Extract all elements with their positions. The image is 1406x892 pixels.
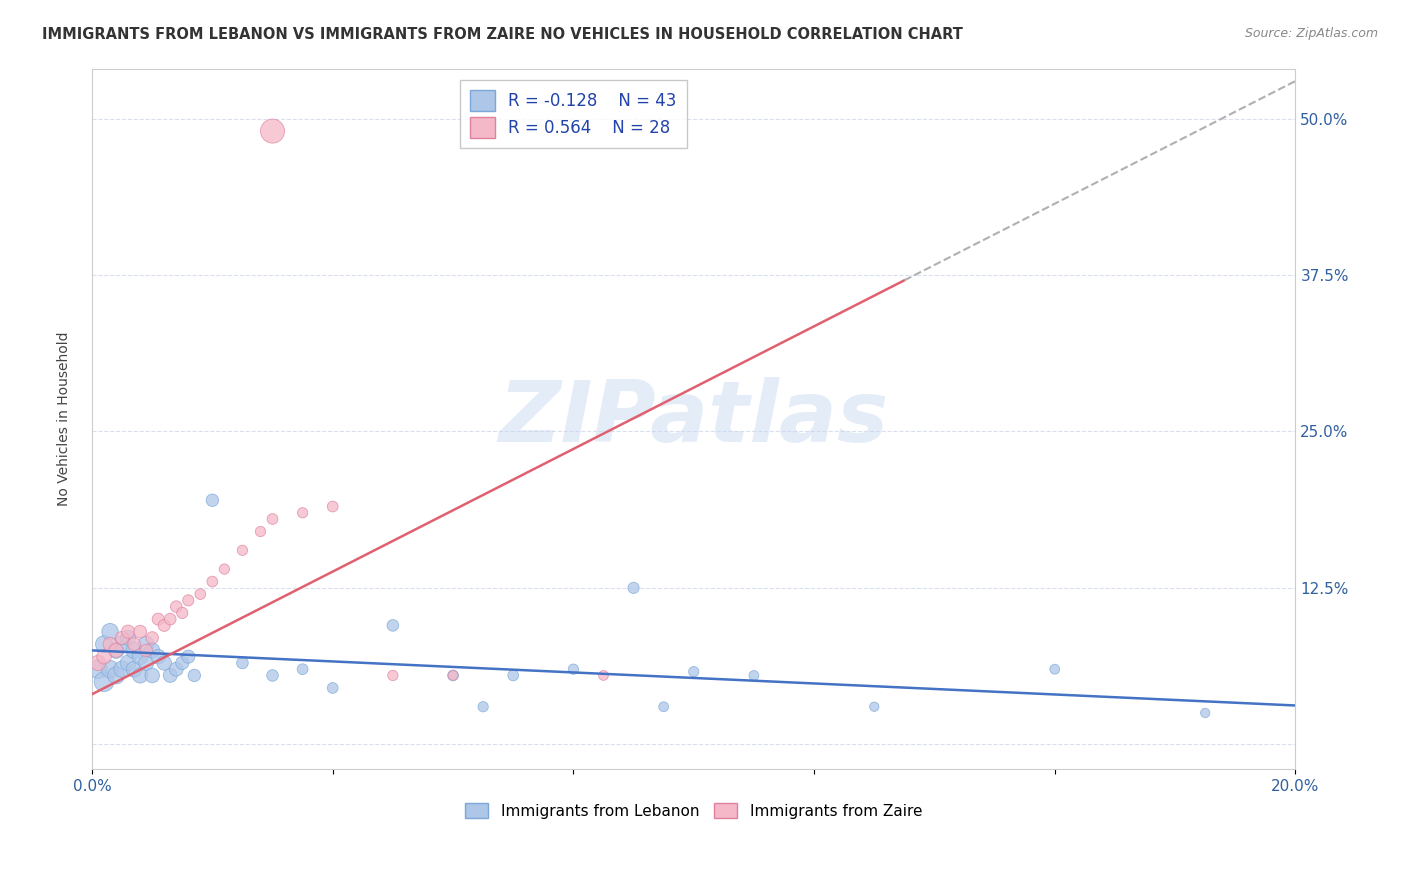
Point	[231, 543, 253, 558]
Point	[159, 668, 181, 682]
Point	[249, 524, 271, 539]
Point	[122, 637, 145, 651]
Point	[231, 656, 253, 670]
Point	[93, 637, 115, 651]
Point	[201, 493, 224, 508]
Point	[177, 593, 200, 607]
Point	[153, 618, 176, 632]
Point	[148, 649, 170, 664]
Point	[141, 668, 163, 682]
Point	[105, 643, 128, 657]
Point	[441, 668, 464, 682]
Legend: Immigrants from Lebanon, Immigrants from Zaire: Immigrants from Lebanon, Immigrants from…	[460, 797, 928, 825]
Point	[111, 631, 134, 645]
Point	[863, 699, 886, 714]
Point	[262, 668, 284, 682]
Point	[105, 668, 128, 682]
Point	[177, 649, 200, 664]
Point	[214, 562, 236, 576]
Point	[165, 599, 187, 614]
Point	[291, 506, 314, 520]
Point	[502, 668, 524, 682]
Text: IMMIGRANTS FROM LEBANON VS IMMIGRANTS FROM ZAIRE NO VEHICLES IN HOUSEHOLD CORREL: IMMIGRANTS FROM LEBANON VS IMMIGRANTS FR…	[42, 27, 963, 42]
Point	[117, 631, 139, 645]
Point	[623, 581, 645, 595]
Point	[322, 500, 344, 514]
Point	[111, 662, 134, 676]
Point	[1194, 706, 1216, 720]
Point	[148, 612, 170, 626]
Point	[1043, 662, 1066, 676]
Text: Source: ZipAtlas.com: Source: ZipAtlas.com	[1244, 27, 1378, 40]
Point	[159, 612, 181, 626]
Point	[117, 656, 139, 670]
Point	[183, 668, 205, 682]
Point	[135, 637, 157, 651]
Point	[682, 665, 704, 679]
Point	[188, 587, 211, 601]
Point	[172, 656, 194, 670]
Point	[111, 637, 134, 651]
Point	[135, 656, 157, 670]
Point	[472, 699, 495, 714]
Point	[652, 699, 675, 714]
Point	[381, 668, 404, 682]
Point	[87, 662, 110, 676]
Point	[441, 668, 464, 682]
Point	[201, 574, 224, 589]
Point	[98, 662, 121, 676]
Point	[105, 643, 128, 657]
Text: ZIPatlas: ZIPatlas	[499, 377, 889, 460]
Point	[98, 637, 121, 651]
Point	[153, 656, 176, 670]
Point	[742, 668, 765, 682]
Point	[117, 624, 139, 639]
Point	[141, 643, 163, 657]
Point	[141, 631, 163, 645]
Point	[129, 668, 152, 682]
Point	[93, 649, 115, 664]
Point	[322, 681, 344, 695]
Point	[381, 618, 404, 632]
Point	[262, 512, 284, 526]
Point	[122, 643, 145, 657]
Point	[135, 643, 157, 657]
Point	[93, 674, 115, 689]
Point	[291, 662, 314, 676]
Point	[262, 124, 284, 138]
Point	[129, 624, 152, 639]
Point	[172, 606, 194, 620]
Point	[592, 668, 614, 682]
Point	[165, 662, 187, 676]
Y-axis label: No Vehicles in Household: No Vehicles in Household	[58, 332, 72, 506]
Point	[98, 624, 121, 639]
Point	[129, 649, 152, 664]
Point	[87, 656, 110, 670]
Point	[122, 662, 145, 676]
Point	[562, 662, 585, 676]
